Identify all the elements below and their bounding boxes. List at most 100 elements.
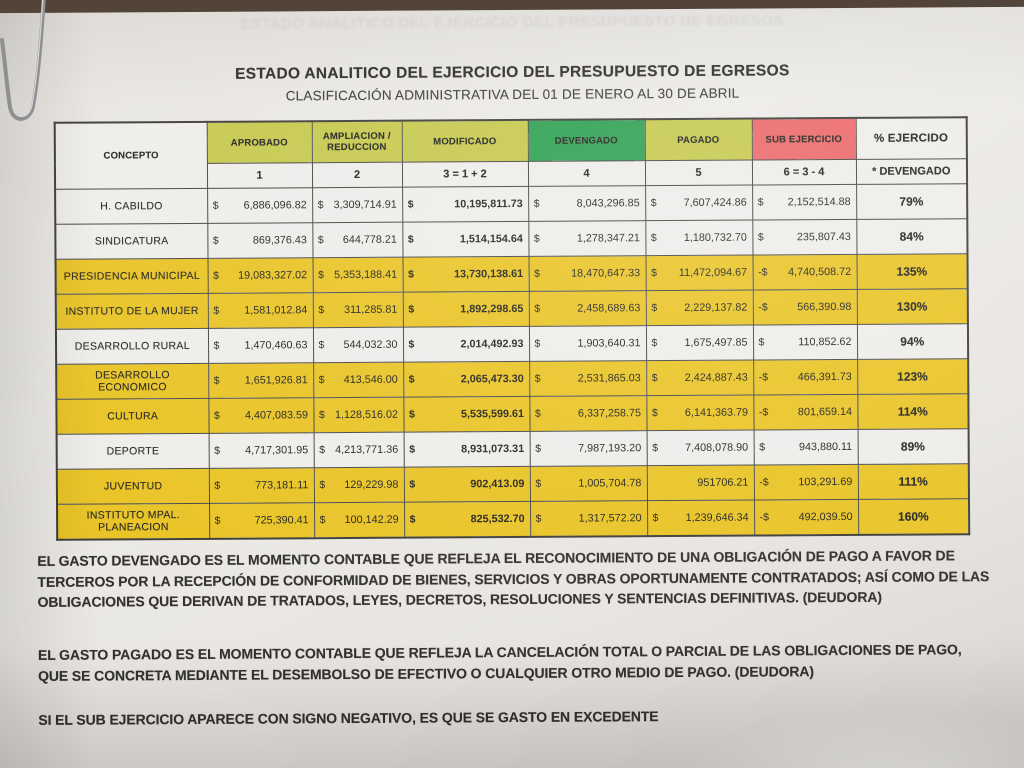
currency-prefix: $ [534, 337, 541, 350]
currency-prefix: $ [212, 234, 219, 247]
amount-cell-aprobado: $6,886,096.82 [207, 187, 313, 224]
amount-cell-devengado: $2,458,689.63 [528, 290, 646, 327]
currency-prefix: $ [409, 443, 416, 456]
amount-cell-ampliacion-reduccion: $100,142.29 [314, 502, 405, 539]
column-header-sub-ejercicio: SUB EJERCICIO [751, 117, 856, 161]
currency-prefix: $ [652, 442, 659, 455]
amount-cell-pagado: $1,239,646.34 [646, 500, 755, 537]
budget-table: CONCEPTO APROBADO AMPLIACION / REDUCCION M… [53, 116, 971, 541]
amount-cell-modificado: $902,413.09 [403, 466, 531, 503]
amount-value: 725,390.41 [254, 514, 309, 527]
currency-prefix: $ [319, 514, 326, 527]
note-pagado: EL GASTO PAGADO ES EL MOMENTO CONTABLE Q… [37, 641, 962, 684]
column-formula-devengado: 4 [527, 160, 646, 187]
currency-prefix: $ [534, 372, 541, 385]
concepto-cell: DEPORTE [56, 433, 209, 470]
currency-prefix: $ [317, 199, 324, 212]
amount-value: 2,424,887.43 [684, 371, 748, 384]
amount-cell-devengado: $7,987,193.20 [529, 430, 647, 467]
amount-value: 951706.21 [697, 476, 749, 489]
amount-cell-aprobado: $1,581,012.84 [207, 292, 313, 329]
amount-value: 1,651,926.81 [244, 374, 308, 387]
amount-cell-sub-ejercicio: -$ 801,659.14 [753, 394, 858, 431]
amount-value: 943,880.11 [798, 440, 853, 454]
currency-prefix: $ [318, 304, 325, 317]
amount-value: 8,931,073.31 [461, 442, 525, 456]
amount-value: 7,987,193.20 [578, 442, 642, 455]
amount-value: 1,278,347.21 [576, 232, 640, 245]
amount-cell-devengado: $6,337,258.75 [529, 395, 647, 432]
amount-cell-aprobado: $869,376.43 [207, 222, 313, 259]
amount-value: 1,239,646.34 [685, 511, 749, 524]
amount-value: 6,337,258.75 [577, 407, 642, 420]
currency-prefix: $ [759, 441, 766, 454]
amount-cell-sub-ejercicio: -$ 466,391.73 [753, 359, 858, 396]
currency-prefix: $ [214, 514, 221, 527]
amount-cell-devengado: $18,470,647.33 [528, 255, 646, 292]
table-row: DESARROLLO ECONOMICO $1,651,926.81 $413,54… [56, 358, 969, 400]
currency-prefix: $ [651, 372, 658, 385]
concepto-cell: PRESIDENCIA MUNICIPAL [55, 258, 208, 295]
amount-value: 644,778.21 [342, 233, 397, 247]
currency-prefix: $ [651, 267, 657, 280]
note-subejercicio: SI EL SUB EJERCICIO APARECE CON SIGNO NE… [38, 708, 659, 728]
amount-cell-pagado: $7,408,078.90 [646, 430, 754, 466]
amount-value: 100,142.29 [344, 513, 399, 527]
currency-prefix: $ [758, 336, 765, 349]
currency-prefix: $ [535, 442, 542, 455]
amount-value: 18,470,647.33 [571, 267, 641, 280]
amount-cell-sub-ejercicio: $2,152,514.88 [752, 184, 857, 221]
amount-value: 1,514,154.64 [459, 232, 523, 246]
column-formula-sub-ejercicio: 6 = 3 - 4 [751, 159, 857, 186]
currency-prefix: $ [409, 513, 416, 526]
amount-cell-sub-ejercicio: -$ 492,039.50 [753, 499, 859, 536]
amount-cell-modificado: $2,065,473.30 [403, 361, 530, 398]
currency-prefix: $ [212, 199, 219, 212]
amount-cell-pagado: 951706.21 [646, 465, 754, 501]
amount-cell-modificado: $2,014,492.93 [402, 326, 530, 363]
amount-cell-ampliacion-reduccion: $644,778.21 [312, 222, 403, 258]
amount-cell-ampliacion-reduccion: $544,032.30 [312, 327, 404, 363]
amount-value: 13,730,138.61 [454, 267, 524, 281]
concepto-cell: DESARROLLO RURAL [55, 328, 209, 365]
currency-prefix: $ [408, 338, 415, 351]
column-formula-pct-ejercido: * DEVENGADO [855, 158, 968, 185]
currency-prefix: $ [650, 197, 657, 210]
percent-cell: 114% [857, 393, 969, 430]
concepto-cell: H. CABILDO [55, 188, 208, 225]
amount-cell-sub-ejercicio: $943,880.11 [753, 429, 858, 466]
amount-value: 492,039.50 [798, 510, 853, 524]
amount-value: 466,391.73 [797, 370, 852, 384]
currency-prefix: $ [213, 374, 220, 387]
amount-value: 10,195,811.73 [454, 197, 523, 211]
amount-value: 6,886,096.82 [243, 199, 307, 212]
amount-value: 1,581,012.84 [244, 304, 308, 317]
amount-value: 902,413.09 [470, 477, 525, 491]
amount-cell-devengado: $1,278,347.21 [528, 220, 646, 257]
amount-cell-devengado: $8,043,296.85 [528, 185, 646, 222]
amount-value: 2,065,473.30 [460, 372, 524, 386]
amount-cell-aprobado: $1,651,926.81 [208, 362, 314, 399]
amount-cell-sub-ejercicio: -$ 566,390.98 [752, 289, 857, 326]
amount-cell-ampliacion-reduccion: $129,229.98 [313, 467, 405, 503]
column-header-devengado: DEVENGADO [527, 119, 645, 162]
amount-cell-pagado: $2,229,137.82 [645, 290, 753, 326]
table-row: INSTITUTO MPAL. PLANEACION $725,390.41 $10… [57, 498, 970, 540]
concepto-cell: CULTURA [56, 398, 209, 435]
amount-value: 11,472,094.67 [678, 266, 748, 279]
table-row: INSTITUTO DE LA MUJER $1,581,012.84 $311,2… [55, 288, 968, 330]
currency-prefix: $ [213, 304, 220, 317]
amount-cell-pagado: $6,141,363.79 [646, 395, 754, 431]
amount-value: 110,852.62 [798, 335, 852, 349]
amount-value: 2,014,492.93 [460, 337, 524, 351]
currency-prefix: $ [651, 407, 658, 420]
amount-cell-ampliacion-reduccion: $311,285.81 [312, 292, 403, 328]
percent-cell: 123% [857, 358, 969, 395]
amount-value: 825,532.70 [470, 512, 525, 526]
amount-value: 2,152,514.88 [787, 195, 851, 209]
currency-prefix: $ [409, 478, 416, 491]
amount-value: 311,285.81 [344, 303, 398, 317]
amount-value: 869,376.43 [252, 234, 307, 247]
amount-cell-ampliacion-reduccion: $1,128,516.02 [313, 397, 404, 433]
table-row: H. CABILDO $6,886,096.82 $3,309,714.91 $10,… [55, 183, 968, 225]
